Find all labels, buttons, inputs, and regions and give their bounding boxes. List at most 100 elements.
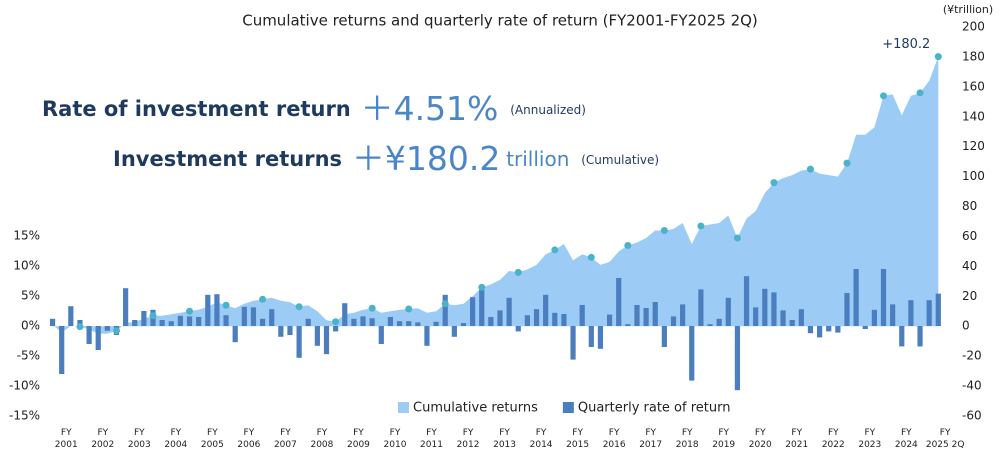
bar — [104, 326, 110, 331]
x-tick-part: 2020 — [749, 440, 772, 450]
bar — [232, 326, 238, 343]
chart-title: Cumulative returns and quarterly rate of… — [242, 12, 758, 30]
bar — [853, 269, 859, 326]
bar — [643, 308, 649, 326]
x-tick-label: FY 2018 — [676, 428, 699, 450]
x-tick-label: FY 2020 — [749, 428, 772, 450]
bar — [588, 326, 594, 347]
returns-note: (Cumulative) — [581, 153, 659, 167]
cumulative-marker — [295, 303, 303, 311]
bar — [743, 276, 750, 326]
bar — [460, 323, 467, 326]
x-tick-part: 2005 — [201, 440, 224, 450]
y2-tick-label: 60 — [962, 229, 977, 243]
bar — [186, 316, 193, 326]
y2-tick-label: -40 — [962, 379, 982, 393]
y-tick-label: 15% — [13, 229, 40, 243]
x-tick-part: 2001 — [55, 440, 78, 450]
x-tick-part: FY — [755, 428, 766, 438]
bar — [616, 278, 622, 326]
cumulative-marker — [149, 312, 157, 320]
rate-label: Rate of investment return — [42, 97, 351, 121]
rate-note: (Annualized) — [510, 103, 586, 117]
x-tick-part: 2012 — [457, 440, 480, 450]
bar — [771, 292, 777, 326]
y2-tick-label: 0 — [962, 319, 970, 333]
bar — [95, 326, 101, 350]
bar — [908, 300, 914, 326]
x-tick-part: FY — [609, 428, 620, 438]
x-tick-part: 2016 — [603, 440, 626, 450]
x-tick-part: 2021 — [785, 440, 808, 450]
bar — [689, 326, 695, 381]
x-tick-part: FY — [864, 428, 875, 438]
x-tick-label: FY 2016 — [603, 428, 626, 450]
bar — [415, 322, 421, 326]
x-tick-part: FY — [97, 428, 108, 438]
cumulative-marker — [843, 159, 851, 167]
x-tick-part: 2022 — [822, 440, 845, 450]
bar — [816, 326, 823, 338]
bar — [241, 306, 247, 326]
cumulative-marker — [880, 92, 888, 100]
bar — [780, 310, 786, 326]
bar — [789, 320, 795, 326]
x-tick-part: FY — [61, 428, 72, 438]
bar — [49, 318, 56, 326]
x-tick-part: 2009 — [347, 440, 370, 450]
x-tick-part: 2025 2Q — [926, 440, 965, 450]
bar — [59, 326, 65, 374]
x-tick-part: FY — [170, 428, 181, 438]
x-tick-label: FY 2022 — [822, 428, 845, 450]
y-tick-label: 0% — [21, 319, 40, 333]
x-tick-label: FY 2009 — [347, 428, 370, 450]
x-tick-part: FY — [207, 428, 218, 438]
y2-tick-label: 120 — [962, 139, 985, 153]
x-tick-part: 2013 — [493, 440, 516, 450]
cumulative-marker — [587, 253, 595, 261]
x-tick-part: 2015 — [566, 440, 589, 450]
bar — [935, 293, 941, 326]
bar — [86, 326, 92, 344]
x-tick-part: FY — [572, 428, 583, 438]
bar — [579, 305, 585, 326]
bar — [433, 321, 439, 326]
returns-value: ＋¥180.2 — [352, 139, 500, 178]
bar — [132, 320, 138, 326]
x-tick-part: 2019 — [712, 440, 735, 450]
bar — [926, 300, 932, 326]
bar — [396, 321, 403, 326]
bar — [351, 318, 357, 326]
bar — [597, 326, 604, 349]
cumulative-marker — [405, 305, 413, 313]
cumulative-marker — [332, 318, 340, 326]
x-tick-label: FY 2003 — [128, 428, 151, 450]
bar — [196, 317, 202, 326]
bar — [123, 288, 129, 326]
x-tick-label: FY 2025 2Q — [926, 428, 965, 450]
x-tick-part: 2004 — [164, 440, 187, 450]
y2-tick-label: 160 — [962, 79, 985, 93]
x-tick-part: 2011 — [420, 440, 443, 450]
cumulative-marker — [806, 165, 814, 173]
x-tick-part: FY — [901, 428, 912, 438]
x-tick-label: FY 2024 — [895, 428, 918, 450]
x-tick-part: FY — [244, 428, 255, 438]
bar — [424, 326, 430, 346]
bar — [360, 316, 366, 326]
bar — [77, 320, 83, 326]
bar — [323, 326, 330, 355]
x-tick-part: 2023 — [858, 440, 881, 450]
bar — [269, 309, 275, 326]
x-tick-part: 2002 — [91, 440, 114, 450]
bar — [707, 324, 713, 326]
returns-label: Investment returns — [113, 147, 342, 171]
bar — [753, 307, 759, 326]
x-tick-part: 2024 — [895, 440, 918, 450]
x-tick-part: 2003 — [128, 440, 151, 450]
x-tick-label: FY 2001 — [55, 428, 78, 450]
bar — [406, 321, 412, 326]
x-tick-part: FY — [645, 428, 656, 438]
bar — [387, 317, 394, 326]
cumulative-marker — [697, 222, 705, 230]
